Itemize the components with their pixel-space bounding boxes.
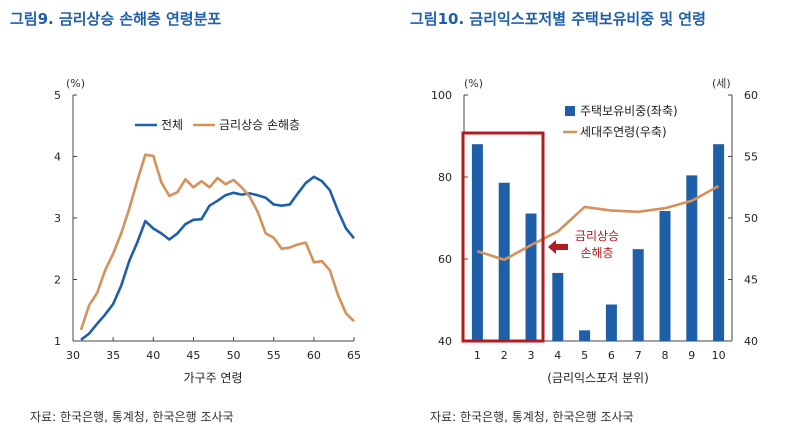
bar-8 — [659, 211, 671, 341]
y-tick-label-right: 55 — [744, 151, 758, 164]
x-tick-label: 65 — [347, 349, 361, 362]
y-tick-label-right: 40 — [744, 335, 758, 348]
x-axis-label: 가구주 연령 — [183, 371, 242, 385]
y-tick-label: 4 — [54, 151, 61, 164]
legend-swatch-bar — [565, 106, 575, 116]
bar-1 — [471, 144, 483, 341]
legend-label: 전체 — [161, 118, 183, 132]
x-tick-label: 7 — [635, 349, 642, 362]
annotation-line-2: 손해층 — [580, 246, 613, 260]
bar-10 — [713, 144, 725, 341]
x-tick-label: 10 — [712, 349, 726, 362]
x-tick-label: 2 — [501, 349, 508, 362]
bar-6 — [605, 304, 617, 341]
x-tick-label: 4 — [554, 349, 561, 362]
legend-label: 금리상승 손해층 — [219, 118, 300, 132]
y-tick-label-left: 80 — [438, 171, 452, 184]
figure10-title: 그림10. 금리익스포저별 주택보유비중 및 연령 — [410, 10, 706, 28]
x-tick-label: 1 — [474, 349, 481, 362]
y-tick-label-left: 60 — [438, 253, 452, 266]
x-tick-label: 40 — [146, 349, 160, 362]
y-tick-label: 5 — [54, 89, 61, 102]
y-unit-label: (%) — [66, 77, 85, 90]
x-axis-label: (금리익스포저 분위) — [547, 371, 649, 385]
y-tick-label: 3 — [54, 212, 61, 225]
bar-2 — [498, 182, 510, 341]
y-unit-right: (세) — [712, 77, 731, 90]
x-tick-label: 35 — [106, 349, 120, 362]
x-tick-label: 50 — [227, 349, 241, 362]
annotation-line-1: 금리상승 — [575, 229, 619, 243]
x-tick-label: 8 — [662, 349, 669, 362]
figure9-source: 자료: 한국은행, 통계청, 한국은행 조사국 — [30, 410, 234, 424]
bar-4 — [552, 272, 564, 341]
figure9-title: 그림9. 금리상승 손해층 연령분포 — [10, 10, 222, 28]
y-tick-label-right: 45 — [744, 274, 758, 287]
annotation-arrow — [548, 240, 568, 254]
legend-label-bar: 주택보유비중(좌축) — [580, 104, 678, 118]
series-line-1 — [80, 175, 356, 341]
series-line-2 — [79, 153, 355, 331]
x-tick-label: 3 — [528, 349, 535, 362]
x-tick-label: 6 — [608, 349, 615, 362]
x-tick-label: 9 — [688, 349, 695, 362]
x-tick-label: 30 — [66, 349, 80, 362]
x-tick-label: 5 — [581, 349, 588, 362]
highlight-box — [461, 131, 545, 343]
bar-5 — [579, 330, 591, 341]
x-tick-label: 45 — [186, 349, 200, 362]
bar-3 — [525, 213, 537, 341]
x-tick-label: 55 — [267, 349, 281, 362]
y-tick-label-right: 60 — [744, 89, 758, 102]
y-tick-label-right: 50 — [744, 212, 758, 225]
age-line — [477, 184, 720, 262]
y-unit-left: (%) — [464, 77, 483, 90]
y-tick-label-left: 40 — [438, 335, 452, 348]
bar-7 — [632, 249, 644, 341]
y-tick-label: 1 — [54, 335, 61, 348]
y-tick-label-left: 100 — [431, 89, 452, 102]
y-tick-label: 2 — [54, 274, 61, 287]
bar-9 — [686, 175, 698, 341]
legend-label-line: 세대주연령(우축) — [580, 125, 667, 139]
figure10-source: 자료: 한국은행, 통계청, 한국은행 조사국 — [430, 410, 634, 424]
x-tick-label: 60 — [307, 349, 321, 362]
